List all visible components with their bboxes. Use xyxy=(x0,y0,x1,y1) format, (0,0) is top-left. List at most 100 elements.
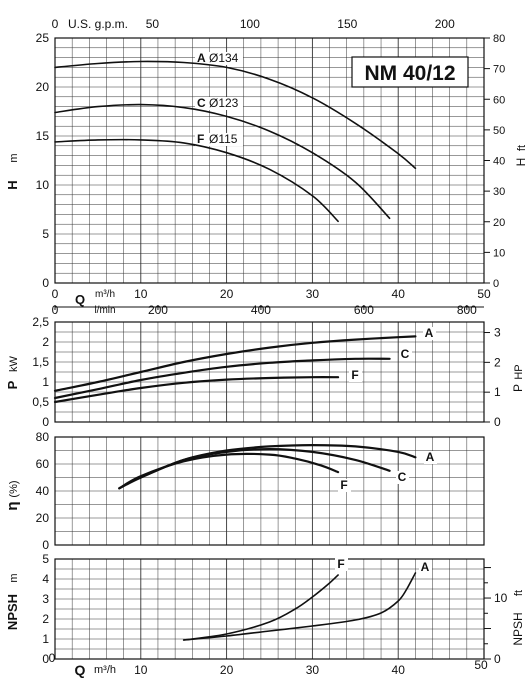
y2-axis-unit: HP xyxy=(513,364,525,379)
y2-axis-unit: ft xyxy=(516,145,528,151)
curve-p-F xyxy=(53,376,340,404)
curve-label-name: F xyxy=(340,478,347,492)
lmin-axis-label: l/min xyxy=(94,305,115,316)
curve-label-bg xyxy=(338,479,351,492)
curve-label-name: F xyxy=(337,557,344,571)
panel-frame xyxy=(54,436,485,546)
y-axis-unit: m xyxy=(8,573,20,582)
y2-tick-label: 60 xyxy=(493,94,505,106)
curve-h-F xyxy=(54,138,339,223)
curve-label-diameter: Ø134 xyxy=(209,51,239,65)
labels-layer: 0 10 20 30 40 50051015202501020304050607080Hm… xyxy=(4,17,528,678)
y2-tick-label: 50 xyxy=(493,125,505,137)
y-tick-label: 80 xyxy=(36,430,50,444)
y2-tick-label: 70 xyxy=(493,64,505,76)
x-tick-label: 50 xyxy=(477,287,491,301)
y2-axis-unit: ft xyxy=(513,590,525,596)
curve-label-name: F xyxy=(351,368,358,382)
gpm-tick-label: 50 xyxy=(146,17,160,31)
chart-title: NM 40/12 xyxy=(364,62,455,85)
curve-label-diameter: Ø115 xyxy=(209,132,238,146)
lmin-tick-label: 400 xyxy=(251,303,271,317)
x-tick-label: 30 xyxy=(306,663,320,677)
y-axis-unit: (%) xyxy=(8,480,20,497)
curve-label-name: F xyxy=(197,132,204,146)
y-axis-unit: m xyxy=(8,153,20,162)
x-tick-label: 0 xyxy=(52,287,59,301)
curve-label-name: A xyxy=(425,326,434,340)
y-tick-label: 40 xyxy=(36,484,50,498)
x-axis-unit: m³/h xyxy=(94,664,116,676)
y-tick-label: 10 xyxy=(36,178,50,192)
y-tick-label: 0 xyxy=(42,415,49,429)
y-tick-label: 2,5 xyxy=(32,315,49,329)
y2-tick-label: 3 xyxy=(494,326,501,340)
curve-label-bg xyxy=(195,133,243,146)
curve-npsh-A xyxy=(182,572,417,641)
curve-label-name: A xyxy=(421,560,430,574)
y-tick-label: 15 xyxy=(36,129,50,143)
x-tick-label: 20 xyxy=(220,287,234,301)
y2-tick-label: 0 xyxy=(494,415,501,429)
curve-h-C xyxy=(54,103,391,220)
y-tick-label: 5 xyxy=(42,227,49,241)
x-axis-label: Q xyxy=(75,662,86,678)
y-tick-label: 1 xyxy=(42,632,49,646)
panel-frame xyxy=(54,558,485,660)
y-axis-label: NPSH xyxy=(5,594,20,630)
lmin-tick-label: 600 xyxy=(354,303,374,317)
y-tick-label: 3 xyxy=(42,592,49,606)
y2-tick-label: 0 xyxy=(494,652,501,666)
gpm-tick-label: 0 xyxy=(52,17,59,31)
curve-label-name: C xyxy=(197,96,206,110)
y2-tick-label: 2 xyxy=(494,355,501,369)
curve-label-bg xyxy=(195,97,243,110)
y-tick-label: 20 xyxy=(36,80,50,94)
curve-label-diameter: Ø123 xyxy=(209,96,239,110)
curve-label-bg xyxy=(424,451,437,464)
grid-layer xyxy=(54,37,491,660)
x-tick-label: 50 xyxy=(474,658,488,672)
lmin-tick-label: 800 xyxy=(457,303,477,317)
y-tick-label: 4 xyxy=(42,572,49,586)
y-tick-label: 2 xyxy=(42,612,49,626)
curve-label-bg xyxy=(195,52,243,65)
x-tick-label: 20 xyxy=(220,663,234,677)
y-tick-label: 0 xyxy=(42,538,49,552)
gpm-tick-label: 200 xyxy=(435,17,455,31)
curve-label-bg xyxy=(349,369,362,382)
y2-tick-label: 30 xyxy=(493,186,505,198)
y2-tick-label: 10 xyxy=(494,591,508,605)
curve-eta-C xyxy=(118,447,391,490)
x-tick-label: 10 xyxy=(134,287,148,301)
y2-tick-label: 0 xyxy=(493,278,499,290)
y-tick-label: 0 xyxy=(42,652,49,666)
y-tick-label: 25 xyxy=(36,31,50,45)
y2-tick-label: 1 xyxy=(494,385,501,399)
y-tick-label: 1,5 xyxy=(32,355,49,369)
y2-tick-label: 10 xyxy=(493,247,505,259)
y-axis-label: H xyxy=(5,180,20,189)
x-tick-label: 10 xyxy=(134,663,148,677)
y2-axis-label: P xyxy=(511,384,525,392)
y-tick-label: 0 xyxy=(42,276,49,290)
y-tick-label: 2 xyxy=(42,335,49,349)
lmin-tick-label: 200 xyxy=(148,303,168,317)
lmin-tick-label: 0 xyxy=(52,303,59,317)
gpm-tick-label: 100 xyxy=(240,17,260,31)
y2-axis-label: NPSH xyxy=(511,612,525,645)
y2-tick-label: 40 xyxy=(493,156,505,168)
curve-h-A xyxy=(54,60,417,170)
curve-label-name: C xyxy=(401,347,410,361)
curve-label-name: C xyxy=(398,470,407,484)
y-axis-label: P xyxy=(5,380,20,389)
gpm-tick-label: 150 xyxy=(337,17,357,31)
curve-label-bg xyxy=(399,348,412,361)
curve-p-C xyxy=(53,357,391,400)
y2-tick-label: 20 xyxy=(493,217,505,229)
curve-label-bg xyxy=(396,471,409,484)
x-tick-label: 40 xyxy=(392,663,406,677)
y-tick-label: 5 xyxy=(42,552,49,566)
x-tick-label: 30 xyxy=(306,287,320,301)
